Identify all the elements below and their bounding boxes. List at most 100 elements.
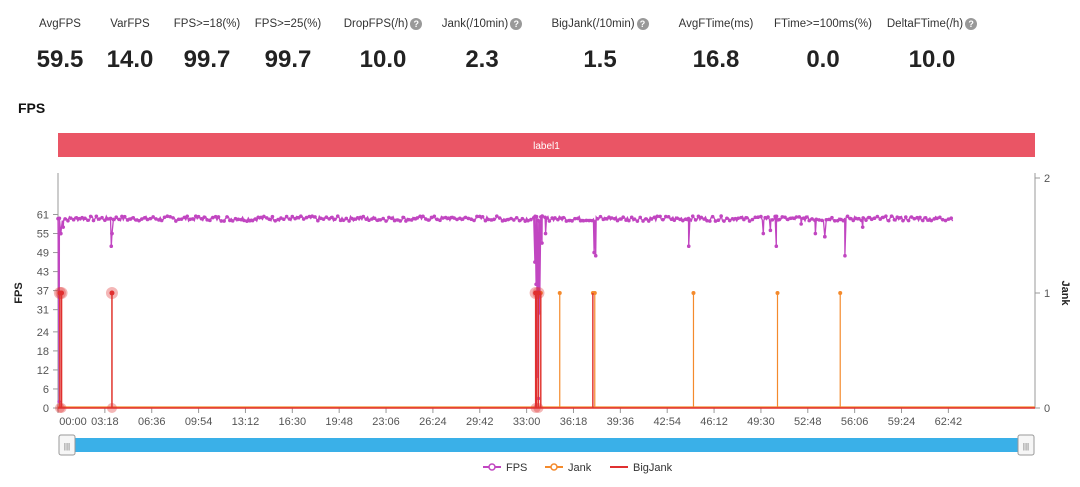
legend-marker-jank[interactable] [550, 463, 558, 471]
jank-point [557, 291, 562, 295]
fps-point [523, 219, 527, 223]
fps-point [145, 217, 150, 222]
help-icon[interactable]: ? [636, 18, 649, 30]
fps-point [584, 218, 589, 223]
fps-point [438, 218, 442, 223]
metric-8: FTime>=100ms(%) 0.0 [763, 14, 883, 74]
fps-point [777, 217, 782, 222]
metrics-summary: AvgFPS 59.5 VarFPS 14.0 FPS>=18(%) 99.7 FPS>=2… [0, 0, 1080, 90]
fps-point [635, 219, 640, 223]
fps-point [946, 217, 951, 221]
fps-point [256, 215, 261, 220]
fps-point [267, 217, 272, 222]
zoom-handle-left[interactable] [58, 434, 76, 456]
fps-point [788, 216, 793, 221]
fps-point [921, 218, 925, 223]
fps-point [151, 215, 155, 219]
fps-point [477, 214, 482, 219]
fps-point [196, 214, 201, 219]
y-tick-label: 49 [37, 248, 49, 260]
fps-point [722, 219, 726, 223]
fps-point [716, 218, 721, 223]
fps-point [747, 219, 752, 223]
metric-label: BigJank(/10min)? [551, 16, 649, 32]
fps-point [182, 215, 187, 220]
fps-point [230, 219, 235, 223]
fps-point [171, 216, 175, 220]
fps-point [851, 218, 856, 223]
fps-point [909, 215, 914, 219]
fps-point [327, 217, 332, 221]
bigjank-base-highlight [106, 403, 117, 413]
fps-point [690, 214, 695, 218]
jank-point [691, 291, 696, 295]
fps-point [540, 214, 545, 218]
zoom-slider-track[interactable] [67, 438, 1027, 452]
fps-point [199, 216, 204, 221]
fps-point [820, 218, 824, 223]
fps-point [301, 217, 306, 221]
fps-point [213, 214, 218, 219]
fps-point [753, 215, 758, 220]
fps-point [604, 216, 608, 221]
fps-point [358, 215, 363, 220]
metric-0: AvgFPS 59.5 [0, 14, 120, 74]
y-tick-label: 37 [37, 286, 49, 298]
y-tick-label: 31 [37, 305, 49, 317]
fps-point [759, 214, 763, 219]
fps-point [446, 216, 451, 220]
fps-point [225, 215, 229, 219]
fps-point [347, 219, 351, 223]
help-icon[interactable]: ? [965, 18, 978, 30]
zoom-handle-right[interactable] [1017, 434, 1035, 456]
fps-point [801, 216, 806, 220]
x-tick-label: 42:54 [653, 416, 681, 428]
x-tick-label: 23:06 [372, 416, 400, 428]
fps-point [412, 216, 417, 221]
fps-point [514, 215, 519, 220]
fps-point [766, 215, 770, 219]
fps-point [780, 215, 785, 219]
y-axis-title: FPS [13, 282, 25, 303]
fps-point [624, 218, 628, 222]
fps-point [458, 216, 462, 221]
fps-point [558, 216, 563, 220]
fps-point [497, 216, 502, 220]
bigjank-point [535, 290, 541, 296]
fps-point [228, 218, 232, 223]
fps-point [629, 215, 634, 220]
fps-point [918, 215, 922, 220]
fps-point [736, 216, 741, 221]
fps-point [932, 217, 936, 221]
legend-marker-fps[interactable] [488, 463, 496, 471]
fps-point [441, 216, 445, 220]
fps-point [615, 218, 620, 223]
fps-point [898, 215, 902, 220]
help-icon[interactable]: ? [410, 18, 423, 30]
fps-point [202, 215, 207, 219]
metric-1: VarFPS 14.0 [70, 14, 190, 74]
fps-point [421, 214, 425, 219]
x-tick-label: 33:00 [513, 416, 541, 428]
x-tick-label: 29:42 [466, 416, 494, 428]
y-tick-label: 6 [43, 384, 49, 396]
fps-point [469, 217, 474, 221]
fps-point [114, 215, 119, 220]
fps-point [426, 218, 431, 222]
fps-point [134, 218, 138, 222]
fps-point [219, 219, 224, 223]
metric-4: DropFPS(/h)? 10.0 [323, 14, 443, 74]
fps-series-line [57, 214, 954, 402]
fps-point [281, 217, 286, 222]
bigjank-base-highlight [530, 403, 541, 413]
fps-point [742, 217, 746, 222]
fps-point [884, 214, 888, 218]
fps-point [355, 216, 360, 220]
fps-point [593, 253, 598, 258]
help-icon[interactable]: ? [510, 18, 523, 30]
fps-point [110, 231, 114, 236]
y-tick-label: 0 [43, 403, 49, 415]
fps-point [313, 215, 317, 219]
fps-point [435, 217, 439, 222]
